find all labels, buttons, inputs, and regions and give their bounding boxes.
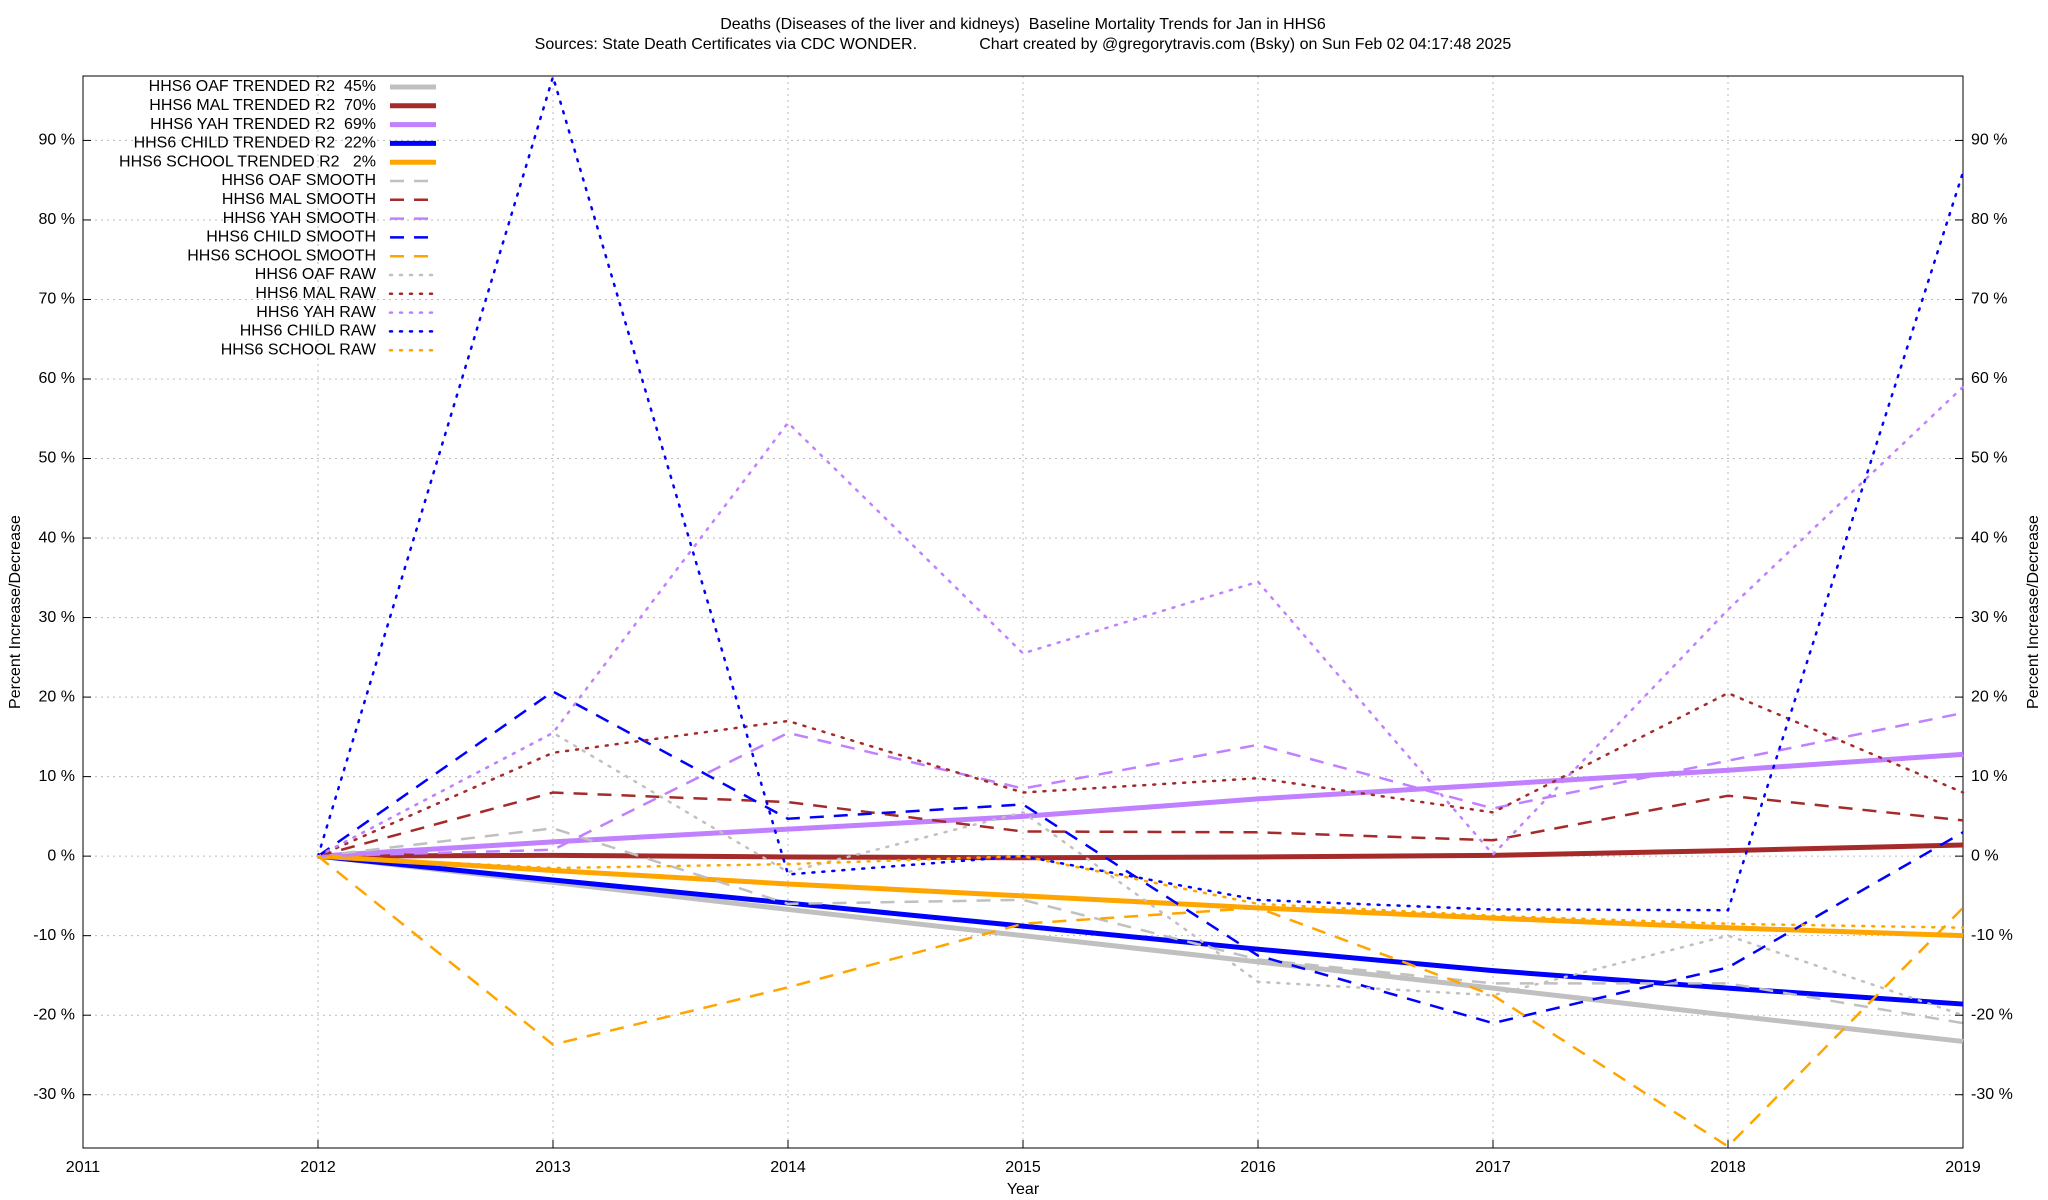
series-line bbox=[317, 853, 1964, 1044]
series-line bbox=[317, 751, 1964, 859]
legend-label: HHS6 SCHOOL RAW bbox=[221, 341, 377, 358]
legend-label: HHS6 OAF RAW bbox=[255, 266, 377, 283]
y2-tick-label: -20 % bbox=[1971, 1006, 2013, 1023]
y2-axis-label: Percent Increase/Decrease bbox=[2025, 515, 2042, 709]
legend-label: HHS6 OAF SMOOTH bbox=[221, 172, 376, 189]
y-tick-label: 0 % bbox=[47, 847, 75, 864]
y-tick-label: -30 % bbox=[33, 1086, 75, 1103]
x-tick-label: 2011 bbox=[66, 1159, 101, 1176]
x-tick-label: 2018 bbox=[1710, 1159, 1746, 1176]
y-tick-label: -10 % bbox=[33, 927, 75, 944]
y-tick-label: 30 % bbox=[39, 609, 75, 626]
legend-label: HHS6 SCHOOL TRENDED R2 2% bbox=[119, 153, 376, 170]
legend-label: HHS6 MAL TRENDED R2 70% bbox=[149, 97, 376, 114]
legend-label: HHS6 YAH TRENDED R2 69% bbox=[150, 116, 376, 133]
series-line bbox=[317, 855, 1964, 1149]
y2-tick-label: 50 % bbox=[1971, 450, 2007, 467]
y-tick-label: 80 % bbox=[39, 211, 75, 228]
y-tick-label: -20 % bbox=[33, 1006, 75, 1023]
series-line bbox=[317, 853, 1964, 1007]
legend-label: HHS6 CHILD RAW bbox=[240, 323, 377, 340]
y-tick-label: 10 % bbox=[39, 768, 75, 785]
legend-label: HHS6 OAF TRENDED R2 45% bbox=[149, 78, 376, 95]
y-tick-label: 60 % bbox=[39, 370, 75, 387]
series-line bbox=[317, 690, 1964, 1025]
series-line bbox=[316, 691, 1965, 858]
x-tick-label: 2013 bbox=[535, 1159, 571, 1176]
x-tick-label: 2017 bbox=[1475, 1159, 1511, 1176]
series-line bbox=[316, 72, 1965, 912]
x-tick-label: 2015 bbox=[1005, 1159, 1041, 1176]
y-tick-label: 70 % bbox=[39, 291, 75, 308]
x-tick-label: 2014 bbox=[770, 1159, 806, 1176]
chart-title: Deaths (Diseases of the liver and kidney… bbox=[720, 16, 1326, 33]
legend-label: HHS6 CHILD TRENDED R2 22% bbox=[134, 135, 376, 152]
y2-tick-label: 90 % bbox=[1971, 132, 2007, 149]
series-line bbox=[317, 711, 1964, 858]
plot-frame bbox=[82, 75, 1964, 1149]
series-line bbox=[316, 385, 1965, 858]
y2-tick-label: 0 % bbox=[1971, 847, 1999, 864]
y-tick-label: 20 % bbox=[39, 688, 75, 705]
x-tick-label: 2019 bbox=[1945, 1159, 1981, 1176]
legend-label: HHS6 MAL SMOOTH bbox=[222, 191, 376, 208]
y-tick-label: 50 % bbox=[39, 450, 75, 467]
y-axis-label: Percent Increase/Decrease bbox=[7, 515, 24, 709]
series-line bbox=[316, 731, 1965, 1017]
y2-tick-label: -30 % bbox=[1971, 1086, 2013, 1103]
series-line bbox=[317, 791, 1964, 858]
series-line bbox=[317, 842, 1964, 861]
y-tick-label: 90 % bbox=[39, 132, 75, 149]
y2-tick-label: 10 % bbox=[1971, 768, 2007, 785]
legend-label: HHS6 CHILD SMOOTH bbox=[206, 229, 376, 246]
series-line bbox=[316, 854, 1965, 929]
y2-tick-label: -10 % bbox=[1971, 927, 2013, 944]
y2-tick-label: 70 % bbox=[1971, 291, 2007, 308]
legend-label: HHS6 MAL RAW bbox=[255, 285, 377, 302]
legend-label: HHS6 YAH RAW bbox=[256, 304, 377, 321]
y2-tick-label: 40 % bbox=[1971, 529, 2007, 546]
y2-tick-label: 80 % bbox=[1971, 211, 2007, 228]
chart-subtitle: Sources: State Death Certificates via CD… bbox=[535, 36, 1512, 53]
x-tick-label: 2016 bbox=[1240, 1159, 1276, 1176]
x-axis-label: Year bbox=[1007, 1181, 1040, 1198]
y2-tick-label: 30 % bbox=[1971, 609, 2007, 626]
series-line bbox=[317, 853, 1964, 939]
legend-label: HHS6 SCHOOL SMOOTH bbox=[187, 247, 376, 264]
y-tick-label: 40 % bbox=[39, 529, 75, 546]
legend-label: HHS6 YAH SMOOTH bbox=[223, 210, 376, 227]
series-line bbox=[317, 827, 1964, 1025]
y2-tick-label: 60 % bbox=[1971, 370, 2007, 387]
x-tick-label: 2012 bbox=[300, 1159, 336, 1176]
y2-tick-label: 20 % bbox=[1971, 688, 2007, 705]
